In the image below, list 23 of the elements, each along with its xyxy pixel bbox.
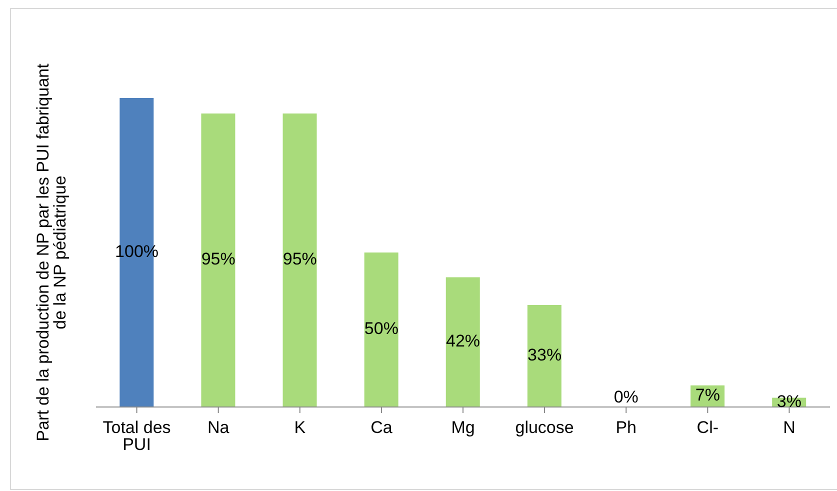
bar: [201, 113, 236, 407]
x-tick-label: Cl-: [696, 418, 719, 438]
x-tick-label: N: [783, 418, 796, 438]
bar: [527, 305, 562, 407]
x-tick-label: glucose: [515, 418, 574, 438]
data-label: 33%: [528, 346, 562, 364]
data-label: 95%: [282, 250, 317, 269]
bar: [446, 277, 480, 407]
x-tick-label: Mg: [451, 418, 475, 438]
bar: [282, 113, 317, 407]
x-tick-label: K: [294, 418, 306, 438]
y-axis-title: Part de la production de NP par les PUI fabriquant de la NP pédiatrique: [34, 63, 70, 442]
x-tick-label: Total des PUI: [102, 418, 171, 454]
data-label: 42%: [446, 332, 480, 351]
bar: [364, 252, 398, 407]
data-label: 0%: [614, 387, 638, 406]
x-tick-label: Ca: [370, 418, 393, 438]
data-label: 7%: [695, 386, 720, 405]
x-tick-label: Na: [207, 418, 230, 438]
data-label: 3%: [776, 392, 802, 411]
data-label: 50%: [364, 319, 398, 338]
x-tick-label: Ph: [616, 418, 637, 438]
data-label: 95%: [201, 250, 236, 269]
